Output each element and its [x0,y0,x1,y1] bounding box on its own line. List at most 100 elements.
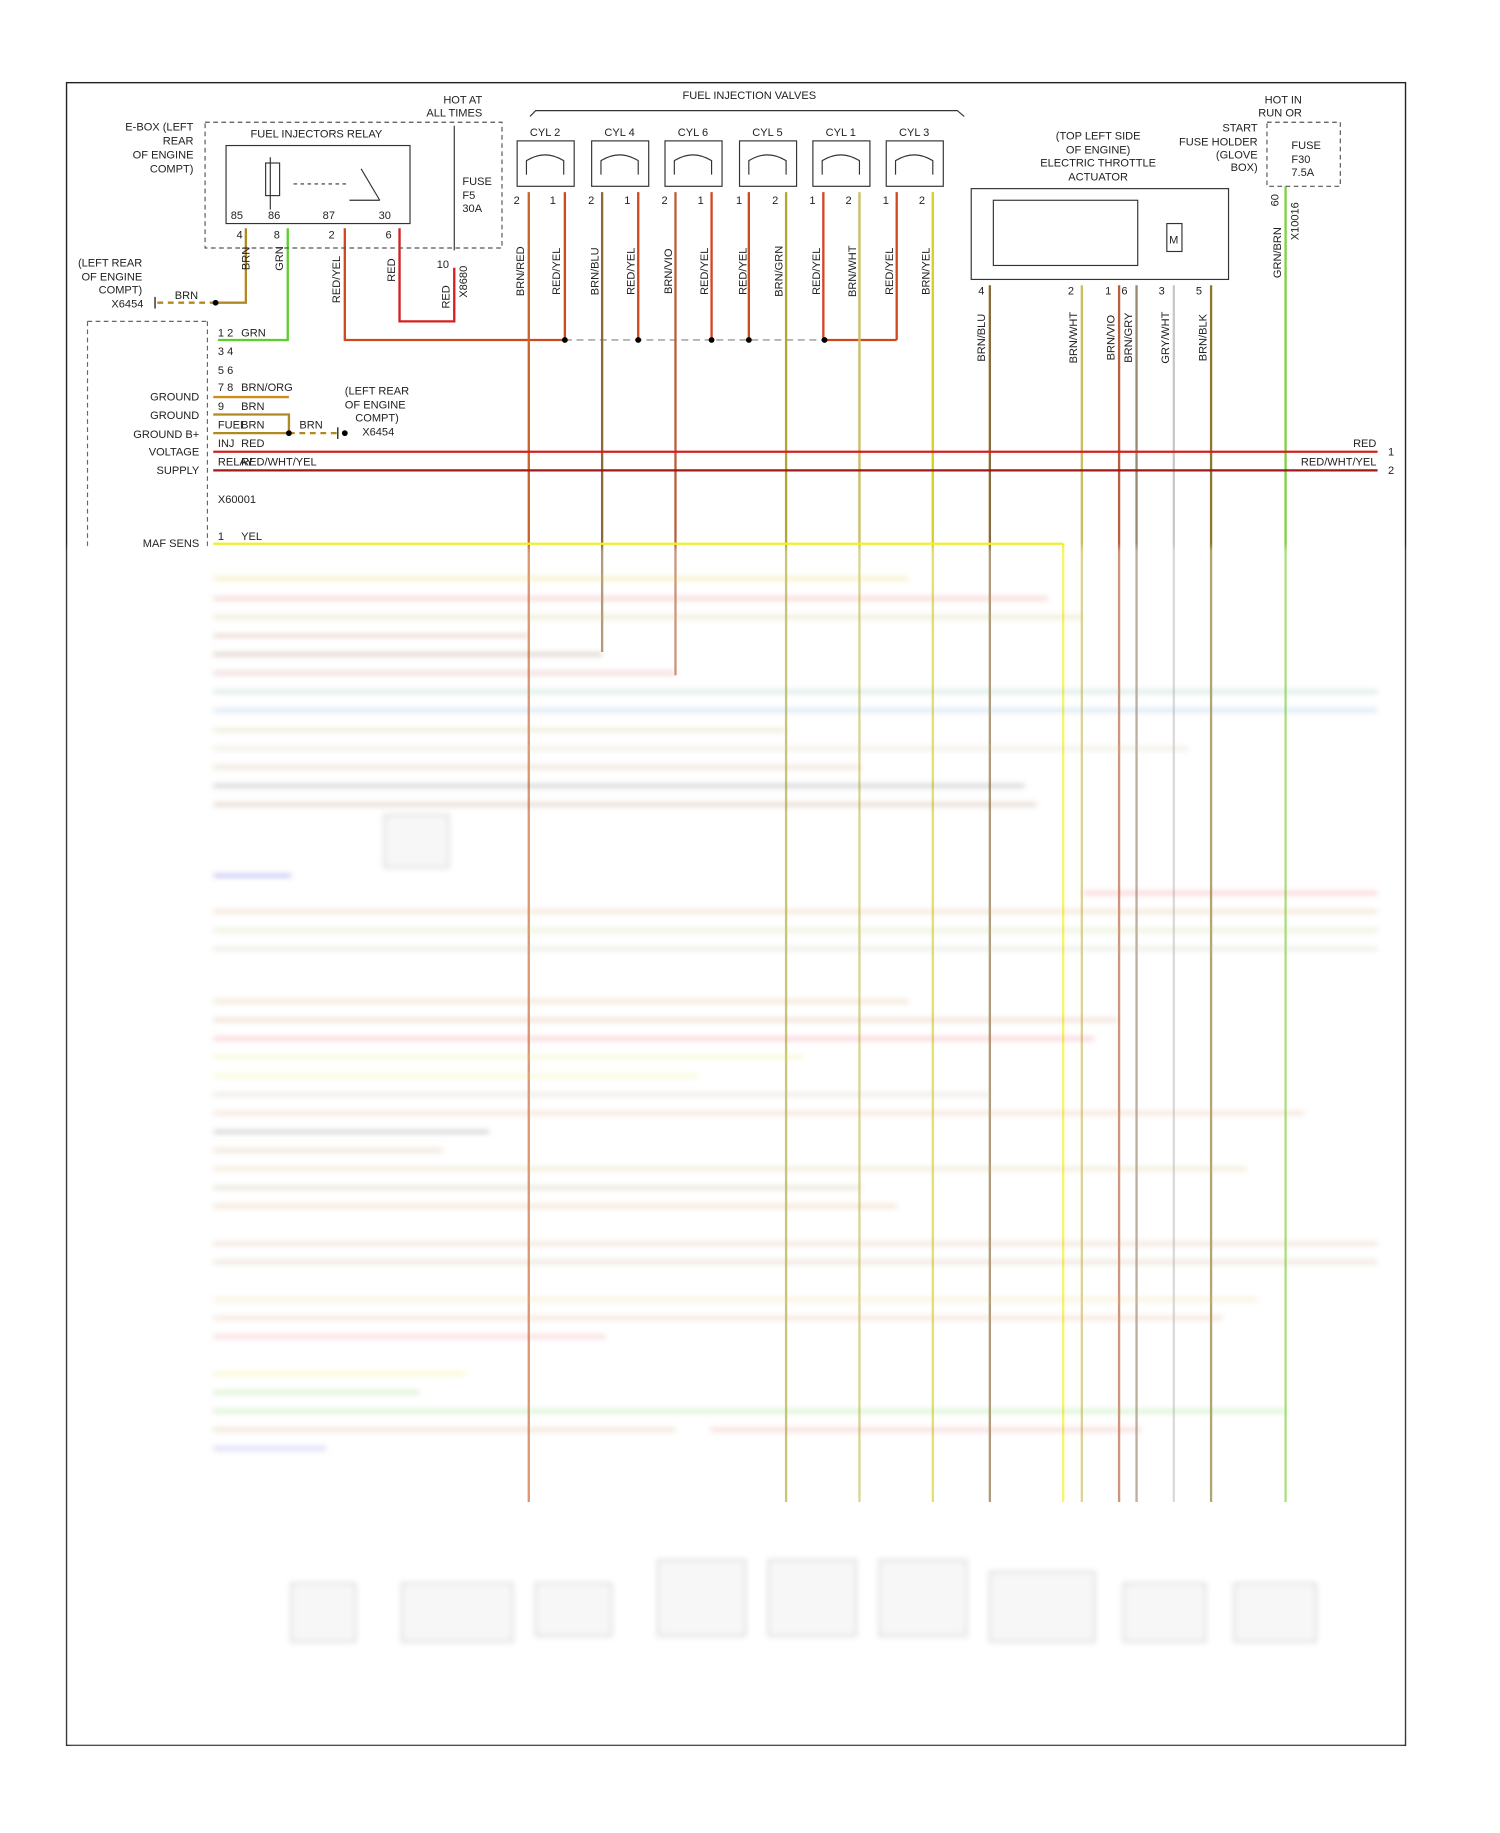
label: MAF SENS [143,538,199,550]
label: FUSE [462,176,491,188]
wire-label: BRN/WHT [1068,312,1080,364]
pin: 2 [588,195,594,207]
wire-label: RED/YEL [811,248,823,295]
label: X6454 [362,426,394,438]
wire-label: BRN/BLK [1197,313,1209,361]
pin: 1 [550,195,556,207]
pin: 2 [845,195,851,207]
pin: 2 [329,230,335,242]
rotated-labels: BRN GRN RED/YEL RED RED X8680 GRN/BRN 60… [240,194,1301,308]
cylinder-name: CYL 1 [826,127,856,139]
wire-label: RED/YEL [699,248,711,295]
label: ACTUATOR [1068,171,1128,183]
pin: 5 [1196,286,1202,298]
pin: 1 [809,195,815,207]
coil [821,154,861,175]
label: (GLOVE [1216,149,1258,161]
cylinder-name: CYL 4 [604,127,634,139]
label: (TOP LEFT SIDE [1056,131,1141,143]
label: INJ [218,438,235,450]
connector: X10016 [1289,202,1301,240]
label: COMPT) [150,163,194,175]
cylinder-name: CYL 6 [678,127,708,139]
label: VOLTAGE [149,446,200,458]
pin: 60 [1270,194,1282,206]
pin: 87 [323,210,335,222]
label: COMPT) [99,284,143,296]
label: COMPT) [355,412,399,424]
wire-label: BRN [175,290,198,302]
label: RELAY [218,457,254,469]
label: GROUND [150,392,199,404]
pin: 1 2 [218,327,233,339]
label: 7.5A [1291,167,1314,179]
label: F5 [462,190,475,202]
motor: M [1169,234,1178,246]
wire-label: RED/YEL [884,248,896,295]
wire-label: BRN/YEL [920,248,932,295]
coil [600,154,639,175]
wire-label: RED/YEL [626,248,638,295]
coil [894,154,934,175]
wire-label: RED [441,285,453,308]
label: OF ENGINE [81,272,142,284]
wire-label: RED [241,438,264,450]
relay-title: FUEL INJECTORS RELAY [251,128,383,140]
label: SUPPLY [156,465,199,477]
label: BOX) [1231,162,1258,174]
pin: 4 [978,286,984,298]
wire-label: RED/YEL [738,248,750,295]
label: E-BOX (LEFT [125,121,193,133]
pin: 85 [231,210,243,222]
components [204,110,1341,281]
label: F30 [1291,154,1310,166]
pin: 3 4 [218,346,233,358]
pin: 6 [1121,286,1127,298]
wire-label: GRY/WHT [1160,311,1172,363]
wire-label: RED [1353,438,1376,450]
pin: 5 6 [218,365,233,377]
label: X6454 [111,298,143,310]
label: FUEL [218,419,246,431]
pin: 1 [883,195,889,207]
wire-label: GRN [241,327,266,339]
wire-label: RED [386,258,398,281]
label: 30A [462,203,482,215]
wire-label: YEL [241,531,262,543]
pin: 1 [736,195,742,207]
wire-label: BRN/BLU [590,247,602,295]
pin: 2 [1068,286,1074,298]
label: REAR [163,135,194,147]
wire-label: BRN [240,247,252,270]
wire-label: BRN [241,419,264,431]
label: HOT AT [443,95,482,107]
pin: 1 [1105,286,1111,298]
label: GROUND [150,410,199,422]
pin: 4 [237,230,243,242]
label: OF ENGINE [133,149,194,161]
labels: (TOP LEFT SIDE OF ENGINE) ELECTRIC THROT… [1040,131,1156,184]
pin: 86 [268,210,280,222]
labels: E-BOX (LEFT REAR OF ENGINE COMPT) (LEFT … [78,95,1376,551]
coil [748,154,787,175]
pin: 2 [514,195,520,207]
pin: 30 [379,210,391,222]
pin: 3 [1159,286,1165,298]
pin: 2 [1388,465,1394,477]
wire-label: RED/WHT/YEL [241,457,317,469]
cylinder-name: CYL 5 [752,127,782,139]
labels: FUEL INJECTORS RELAY 85 86 87 30 4 8 2 6… [175,90,1394,543]
generated-labels: CYL 2 2 BRN/RED 1 RED/YEL CYL 4 2 BRN/BLU 1 RED/Y… [514,127,1210,363]
pin: 8 [274,230,280,242]
pin: 1 [218,531,224,543]
wire-label: BRN/WHT [847,245,859,297]
pin: 2 [919,195,925,207]
connector: X60001 [218,494,256,506]
coil [525,154,565,175]
cylinder-name: CYL 3 [899,127,929,139]
label: FUSE [1291,140,1320,152]
wire-label: GRN [274,246,286,271]
label: OF ENGINE [345,400,406,412]
coil [673,154,713,175]
pin: 1 [698,195,704,207]
